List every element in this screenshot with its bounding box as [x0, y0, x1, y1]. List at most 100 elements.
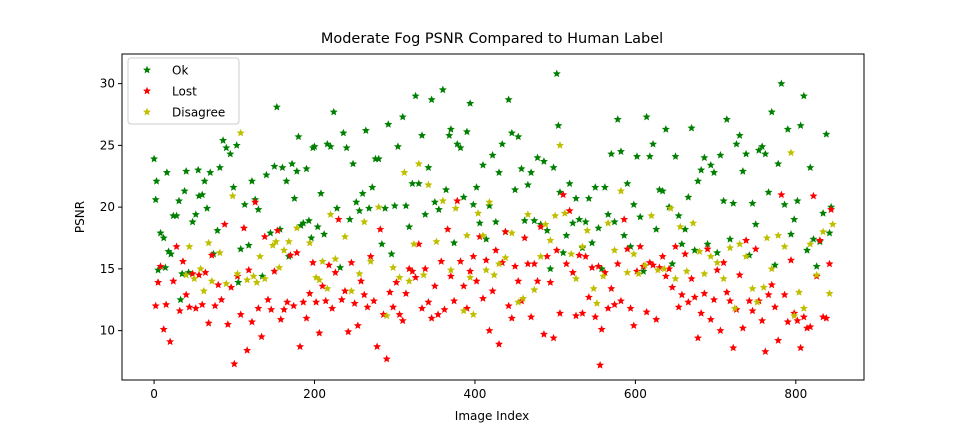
point-ok-7: [162, 168, 171, 176]
point-ok-4: [156, 228, 165, 237]
point-disagree-18: [272, 237, 281, 246]
data-points: [150, 69, 837, 369]
legend: Ok Lost Disagree: [127, 57, 240, 125]
point-lost-46: [296, 342, 305, 351]
point-disagree-68: [551, 211, 560, 220]
point-lost-136: [584, 293, 593, 301]
point-ok-199: [754, 146, 763, 154]
point-ok-36: [240, 200, 249, 209]
point-lost-141: [597, 325, 606, 333]
point-ok-86: [393, 142, 402, 151]
point-ok-182: [700, 153, 709, 162]
point-ok-220: [822, 130, 831, 138]
point-disagree-47: [446, 265, 455, 274]
point-ok-74: [355, 206, 364, 215]
point-ok-197: [748, 199, 757, 207]
point-lost-209: [815, 236, 824, 244]
point-lost-81: [408, 267, 417, 275]
point-lost-79: [401, 289, 410, 297]
point-ok-146: [584, 194, 593, 202]
point-ok-97: [430, 197, 439, 206]
point-lost-75: [389, 302, 398, 311]
point-lost-37: [267, 305, 276, 314]
point-disagree-107: [774, 231, 783, 239]
point-disagree-84: [641, 260, 649, 269]
point-disagree-72: [572, 274, 581, 283]
point-disagree-86: [653, 265, 662, 274]
point-ok-124: [517, 164, 526, 173]
point-lost-161: [661, 272, 670, 280]
point-ok-20: [194, 165, 203, 174]
point-lost-32: [251, 197, 260, 206]
point-lost-97: [459, 281, 468, 290]
point-ok-184: [706, 160, 715, 169]
point-lost-36: [264, 295, 272, 304]
point-disagree-67: [546, 236, 555, 244]
x-tick-label: 800: [784, 387, 807, 401]
point-ok-71: [345, 215, 354, 223]
point-disagree-113: [806, 239, 815, 248]
point-ok-111: [475, 218, 484, 227]
point-lost-84: [418, 304, 426, 312]
point-ok-72: [349, 159, 358, 168]
point-disagree-3: [196, 264, 205, 273]
point-lost-187: [745, 296, 754, 305]
point-disagree-79: [610, 246, 619, 254]
point-lost-61: [344, 327, 353, 336]
point-ok-188: [719, 196, 728, 205]
point-lost-67: [363, 302, 372, 311]
point-ok-150: [597, 264, 606, 273]
point-lost-7: [172, 242, 181, 251]
y-axis-label: PSNR: [73, 201, 87, 233]
point-lost-25: [230, 359, 239, 368]
point-ok-192: [732, 139, 741, 148]
legend-box: [127, 57, 240, 125]
point-disagree-35: [374, 202, 383, 211]
point-ok-139: [562, 231, 571, 239]
point-lost-186: [742, 236, 751, 244]
point-lost-182: [729, 343, 738, 352]
point-lost-206: [806, 322, 815, 331]
point-ok-55: [299, 218, 308, 227]
point-ok-190: [726, 235, 735, 243]
point-disagree-39: [400, 168, 409, 176]
point-lost-131: [568, 268, 577, 276]
point-lost-10: [182, 290, 191, 299]
point-disagree-5: [204, 238, 213, 247]
point-disagree-54: [478, 231, 487, 239]
point-lost-59: [337, 295, 346, 304]
point-disagree-36: [382, 311, 391, 320]
point-ok-37: [244, 241, 253, 249]
point-disagree-23: [305, 238, 314, 247]
point-lost-71: [376, 225, 385, 233]
point-disagree-61: [514, 298, 523, 306]
point-ok-151: [600, 183, 609, 191]
point-lost-110: [501, 227, 510, 236]
point-ok-100: [442, 185, 451, 194]
legend-item-lost: Lost: [143, 85, 197, 99]
point-lost-180: [722, 288, 731, 296]
point-ok-134: [549, 163, 558, 171]
point-ok-82: [381, 204, 390, 212]
point-lost-155: [642, 307, 651, 316]
point-disagree-83: [634, 269, 643, 278]
series-ok: [150, 69, 836, 304]
point-ok-60: [310, 142, 319, 151]
point-lost-16: [201, 268, 210, 276]
point-disagree-112: [799, 304, 808, 312]
point-lost-15: [198, 300, 207, 309]
point-ok-160: [629, 200, 638, 209]
point-lost-68: [366, 252, 375, 260]
point-lost-108: [495, 339, 504, 348]
point-lost-157: [649, 260, 658, 269]
point-ok-75: [358, 189, 367, 197]
point-ok-112: [478, 160, 487, 169]
point-disagree-25: [315, 275, 324, 284]
point-disagree-100: [735, 239, 744, 248]
point-ok-198: [751, 220, 760, 228]
point-ok-24: [203, 204, 212, 212]
point-disagree-33: [360, 217, 369, 226]
point-disagree-42: [414, 159, 423, 168]
point-ok-94: [421, 210, 430, 218]
point-ok-32: [229, 183, 238, 191]
